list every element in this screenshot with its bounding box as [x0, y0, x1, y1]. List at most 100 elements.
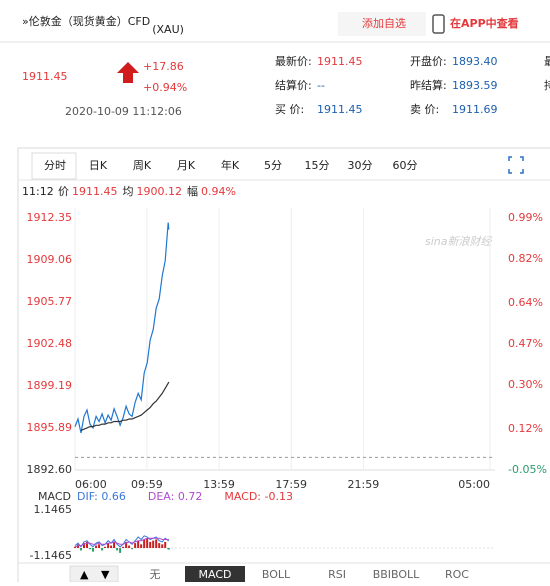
info-value: 1900.12 [137, 185, 183, 198]
period-tab[interactable]: 15分 [305, 159, 330, 172]
app-view[interactable]: 在APP中查看 [450, 16, 519, 30]
macd-bar [113, 541, 116, 548]
macd-line [74, 535, 170, 548]
add-watch[interactable]: 添加自选 [362, 16, 406, 30]
period-tab[interactable]: 月K [177, 159, 196, 172]
macd-bar [158, 543, 161, 548]
change: +17.86 [143, 60, 184, 73]
timestamp: 2020-10-09 11:12:06 [65, 105, 182, 118]
stat-label: 开盘价: [410, 54, 447, 68]
period-tab[interactable]: 日K [89, 159, 108, 172]
phone-icon [432, 14, 445, 34]
macd-bar [119, 548, 122, 553]
chart-frame [17, 147, 550, 586]
period-tab[interactable]: 60分 [393, 159, 418, 172]
stat-label: 最新价: [275, 54, 312, 68]
add-watch-bg [338, 12, 426, 36]
macd-bar [146, 538, 149, 548]
stat-label: 结算价: [275, 78, 312, 92]
period-tab[interactable]: 30分 [348, 159, 373, 172]
x-tick-label: 17:59 [275, 478, 307, 491]
arrow-buttons[interactable] [69, 565, 119, 583]
indicator-tab[interactable]: MACD [199, 568, 232, 581]
y2-tick-label: 0.99% [508, 211, 543, 224]
y2-tick-label: 0.64% [508, 296, 543, 309]
arrow-down[interactable]: ▼ [101, 568, 110, 581]
x-tick-label: 13:59 [203, 478, 235, 491]
info-label: 均 [123, 185, 134, 198]
x-tick-label: 09:59 [131, 478, 163, 491]
legend-entry: MACD: -0.13 [224, 490, 293, 503]
y2-tick-label: 0.12% [508, 422, 543, 435]
stat-value: 1893.40 [452, 55, 498, 68]
page-title: »伦敦金（现货黄金）CFD [22, 14, 150, 28]
stat-overflow: 最 [544, 55, 550, 68]
indicator-tab[interactable]: 无 [150, 568, 161, 581]
indicator-tab[interactable]: RSI [328, 568, 346, 581]
y2-tick-label: 0.47% [508, 337, 543, 350]
macd-bar [101, 548, 104, 551]
price: 1911.45 [22, 70, 68, 83]
macd-title: MACD [38, 490, 71, 503]
macd-bar [107, 543, 110, 548]
y2-tick-label: 0.30% [508, 378, 543, 391]
y-tick-label: 1899.19 [27, 379, 73, 392]
info-value: 0.94% [201, 185, 236, 198]
stat-value: 1893.59 [452, 79, 498, 92]
macd-bar [167, 548, 170, 550]
x-tick-label: 05:00 [458, 478, 490, 491]
stat-value: -- [317, 79, 325, 92]
legend-entry: DEA: 0.72 [148, 490, 202, 503]
macd-bar [128, 545, 131, 548]
y-tick-label: 1892.60 [27, 463, 73, 476]
info-label: 价 [58, 185, 69, 198]
macd-bar [155, 539, 158, 548]
macd-bar [104, 546, 107, 548]
info-label: 幅 [187, 185, 198, 198]
macd-bar [95, 545, 98, 548]
stat-overflow: 持 [544, 78, 550, 92]
price-line [80, 381, 170, 431]
stat-value: 1911.45 [317, 103, 363, 116]
period-tab[interactable]: 周K [133, 159, 152, 172]
x-tick-label: 21:59 [348, 478, 380, 491]
macd-y-tick: -1.1465 [30, 549, 72, 562]
stat-label: 卖 价: [410, 103, 439, 116]
macd-bar [86, 541, 89, 548]
indicator-tab[interactable]: BBIBOLL [373, 568, 420, 581]
indicator-tab[interactable]: BOLL [262, 568, 291, 581]
y2-tick-label: 0.82% [508, 252, 543, 265]
arrow-up[interactable]: ▲ [80, 568, 89, 581]
period-tab[interactable]: 分时 [44, 159, 66, 172]
macd-bar [83, 543, 86, 548]
up-arrow [117, 62, 139, 83]
fullscreen-icon[interactable] [508, 156, 524, 174]
stat-value: 1911.45 [317, 55, 363, 68]
macd-bar [125, 541, 128, 548]
macd-bar [98, 544, 101, 548]
y-tick-label: 1909.06 [27, 253, 73, 266]
macd-bar [149, 541, 152, 548]
macd-bar [122, 546, 125, 548]
macd-y-tick: 1.1465 [34, 503, 73, 516]
macd-bar [134, 543, 137, 548]
title-subscript: (XAU) [152, 23, 184, 36]
period-tab[interactable]: 年K [221, 158, 240, 172]
x-tick-label: 06:00 [75, 478, 107, 491]
y-tick-label: 1912.35 [27, 211, 73, 224]
active-indicator-bg [185, 566, 245, 582]
stat-label: 买 价: [275, 103, 304, 116]
indicator-tab[interactable]: ROC [445, 568, 469, 581]
macd-bar [92, 548, 95, 552]
macd-bar [161, 544, 164, 548]
macd-bar [116, 548, 119, 551]
stat-label: 昨结算: [410, 78, 447, 92]
y2-tick-label: -0.05% [508, 463, 547, 476]
active-tab-box [31, 152, 77, 180]
macd-bar [80, 548, 83, 551]
period-tab[interactable]: 5分 [264, 159, 282, 172]
change-pct: +0.94% [143, 81, 187, 94]
price-line [74, 222, 170, 434]
